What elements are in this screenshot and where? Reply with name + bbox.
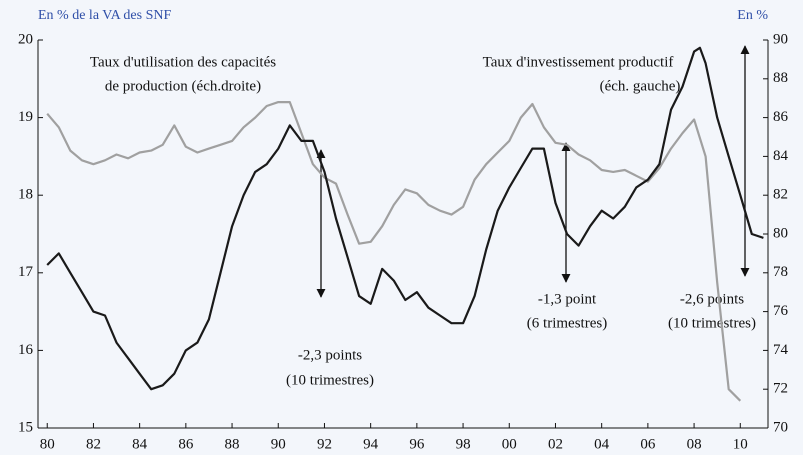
y2-tick-label: 80 [773, 225, 788, 241]
x-tick-label: 94 [363, 436, 379, 452]
annotation: (6 trimestres) [527, 315, 607, 331]
annotation: (10 trimestres) [668, 315, 756, 331]
x-tick-label: 00 [502, 436, 517, 452]
x-tick-label: 80 [40, 436, 55, 452]
series-label: Taux d'investissement productif [483, 54, 674, 70]
series-label: Taux d'utilisation des capacités [90, 54, 276, 70]
x-tick-label: 02 [548, 436, 563, 452]
x-tick-label: 08 [687, 436, 702, 452]
y-tick-label: 20 [18, 31, 33, 47]
y2-tick-label: 76 [773, 303, 789, 319]
left-axis-title: En % de la VA des SNF [38, 8, 171, 23]
annotation: -2,3 points [298, 347, 362, 363]
y2-tick-label: 70 [773, 419, 788, 435]
x-tick-label: 90 [271, 436, 286, 452]
y2-tick-label: 78 [773, 264, 788, 280]
y2-tick-label: 82 [773, 187, 788, 203]
y2-tick-label: 90 [773, 31, 788, 47]
annotation: (10 trimestres) [286, 372, 374, 388]
series-line [46, 46, 764, 391]
x-tick-label: 84 [132, 436, 148, 452]
y-tick-label: 18 [18, 187, 33, 203]
y2-tick-label: 84 [773, 148, 789, 164]
x-tick-label: 96 [409, 436, 425, 452]
x-tick-label: 04 [594, 436, 610, 452]
x-tick-label: 86 [178, 436, 194, 452]
series-line [46, 101, 742, 402]
y-tick-label: 16 [18, 342, 34, 358]
x-tick-label: 88 [225, 436, 240, 452]
right-axis-title: En % [737, 8, 768, 23]
y-tick-label: 15 [18, 419, 33, 435]
x-tick-label: 10 [733, 436, 748, 452]
x-tick-label: 98 [456, 436, 471, 452]
annotation: -1,3 point [538, 291, 597, 307]
x-tick-label: 82 [86, 436, 101, 452]
y2-tick-label: 88 [773, 70, 788, 86]
x-tick-label: 06 [640, 436, 656, 452]
series-label: (éch. gauche) [600, 78, 681, 94]
y-tick-label: 19 [18, 109, 33, 125]
series-label: de production (éch.droite) [105, 78, 261, 94]
x-tick-label: 92 [317, 436, 332, 452]
annotation: -2,6 points [680, 291, 744, 307]
y-tick-label: 17 [18, 264, 34, 280]
y2-tick-label: 74 [773, 342, 789, 358]
y2-tick-label: 86 [773, 109, 789, 125]
y2-tick-label: 72 [773, 381, 788, 397]
